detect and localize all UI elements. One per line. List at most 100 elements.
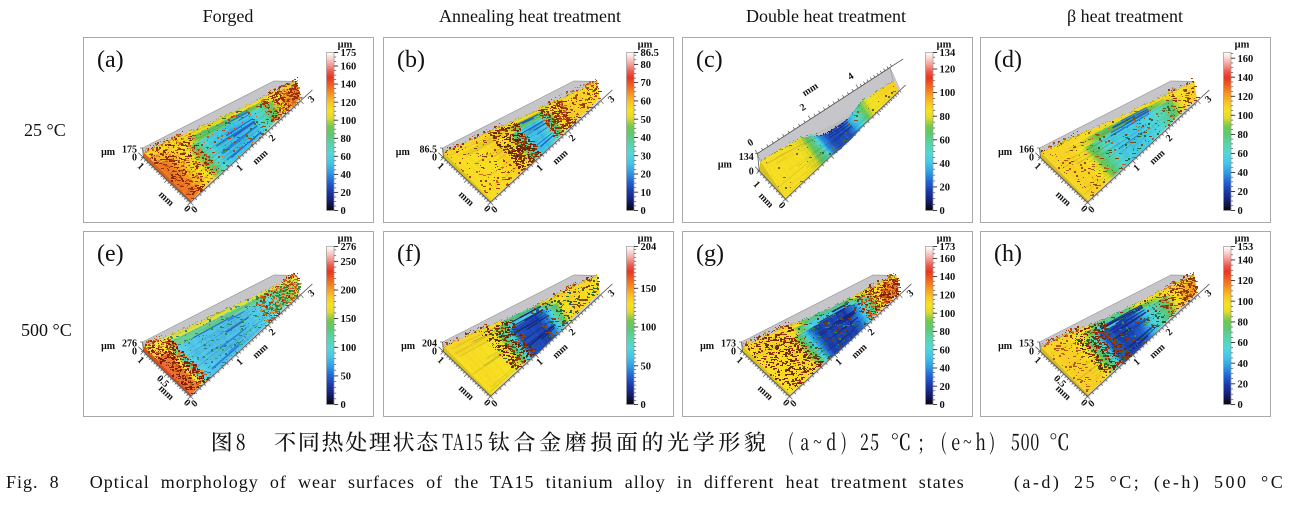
svg-text:166: 166	[1019, 145, 1034, 156]
svg-text:(b): (b)	[397, 47, 425, 73]
svg-text:120: 120	[1238, 92, 1254, 103]
svg-text:100: 100	[1238, 297, 1254, 308]
svg-text:3: 3	[306, 94, 317, 105]
svg-text:1: 1	[235, 163, 246, 174]
svg-text:20: 20	[1238, 380, 1249, 391]
svg-text:100: 100	[939, 88, 955, 99]
svg-text:1: 1	[435, 161, 446, 172]
svg-text:μm: μm	[395, 147, 410, 158]
svg-text:40: 40	[341, 170, 352, 181]
svg-text:140: 140	[939, 272, 955, 283]
svg-text:30: 30	[640, 151, 651, 162]
svg-text:(c): (c)	[696, 47, 723, 73]
svg-text:(a): (a)	[97, 47, 124, 73]
svg-text:140: 140	[1238, 73, 1254, 84]
svg-text:0: 0	[748, 167, 753, 178]
svg-text:60: 60	[1238, 149, 1249, 160]
svg-text:0: 0	[132, 153, 137, 164]
svg-text:1: 1	[750, 179, 761, 190]
svg-text:276: 276	[122, 339, 137, 350]
svg-text:0: 0	[1238, 400, 1243, 411]
svg-text:3: 3	[1203, 94, 1214, 105]
svg-text:0: 0	[181, 203, 192, 214]
svg-text:0: 0	[481, 398, 492, 409]
svg-text:40: 40	[1238, 168, 1249, 179]
svg-text:mm: mm	[550, 342, 570, 362]
svg-text:0: 0	[341, 400, 346, 411]
svg-text:mm: mm	[1053, 189, 1073, 209]
svg-text:3: 3	[306, 288, 317, 299]
svg-text:1: 1	[235, 357, 246, 368]
svg-text:1: 1	[534, 163, 545, 174]
svg-text:1: 1	[135, 161, 146, 172]
svg-text:204: 204	[422, 339, 437, 350]
svg-text:0: 0	[939, 206, 944, 217]
svg-text:250: 250	[341, 257, 357, 268]
svg-text:2: 2	[865, 327, 876, 338]
svg-text:mm: mm	[1148, 147, 1168, 167]
svg-text:μm: μm	[1235, 40, 1250, 51]
svg-text:20: 20	[939, 183, 950, 194]
svg-text:0: 0	[489, 204, 500, 215]
svg-text:80: 80	[939, 327, 950, 338]
svg-text:10: 10	[640, 188, 651, 199]
svg-text:μm: μm	[998, 341, 1013, 352]
svg-text:0: 0	[432, 347, 437, 358]
svg-text:120: 120	[341, 98, 357, 109]
svg-text:140: 140	[341, 80, 357, 91]
svg-text:μm: μm	[637, 234, 652, 245]
svg-text:μm: μm	[1235, 234, 1250, 245]
svg-text:50: 50	[640, 115, 651, 126]
svg-text:1: 1	[435, 355, 446, 366]
svg-text:20: 20	[939, 382, 950, 393]
svg-text:0: 0	[181, 398, 192, 409]
svg-text:μm: μm	[936, 234, 951, 245]
svg-text:80: 80	[341, 134, 352, 145]
svg-text:175: 175	[122, 145, 137, 156]
svg-text:40: 40	[1238, 359, 1249, 370]
svg-text:60: 60	[1238, 338, 1249, 349]
svg-text:0: 0	[788, 399, 799, 410]
svg-text:0: 0	[731, 347, 736, 358]
svg-text:(g): (g)	[696, 241, 724, 267]
svg-text:160: 160	[341, 62, 357, 73]
svg-text:204: 204	[640, 242, 657, 253]
svg-text:0: 0	[745, 137, 755, 149]
svg-text:150: 150	[341, 314, 357, 325]
svg-text:μm: μm	[700, 341, 715, 352]
svg-text:(f): (f)	[397, 241, 421, 267]
svg-text:0: 0	[939, 400, 944, 411]
svg-text:134: 134	[939, 48, 956, 59]
svg-text:20: 20	[341, 188, 352, 199]
svg-text:80: 80	[640, 60, 651, 71]
svg-text:150: 150	[640, 284, 656, 295]
svg-text:153: 153	[1019, 339, 1034, 350]
svg-text:0: 0	[341, 206, 346, 217]
svg-text:mm: mm	[550, 147, 570, 167]
svg-text:0: 0	[640, 400, 645, 411]
svg-text:0: 0	[1087, 399, 1098, 410]
svg-text:2: 2	[567, 133, 578, 144]
svg-text:80: 80	[939, 112, 950, 123]
svg-text:60: 60	[341, 152, 352, 163]
svg-text:1: 1	[534, 357, 545, 368]
svg-text:60: 60	[640, 97, 651, 108]
svg-text:50: 50	[341, 372, 352, 383]
svg-text:0: 0	[1029, 347, 1034, 358]
svg-text:μm: μm	[101, 147, 116, 158]
svg-text:mm: mm	[251, 147, 271, 167]
svg-text:2: 2	[567, 327, 578, 338]
svg-text:μm: μm	[998, 147, 1013, 158]
svg-text:86.5: 86.5	[419, 145, 437, 156]
svg-text:3: 3	[1203, 288, 1214, 299]
svg-text:0: 0	[780, 398, 791, 409]
svg-text:0: 0	[775, 200, 786, 211]
svg-text:mm: mm	[251, 342, 271, 362]
svg-text:0: 0	[432, 153, 437, 164]
svg-text:120: 120	[939, 65, 955, 76]
svg-text:100: 100	[640, 323, 656, 334]
svg-text:μm: μm	[338, 40, 353, 51]
svg-text:20: 20	[1238, 187, 1249, 198]
svg-text:0: 0	[132, 347, 137, 358]
svg-text:mm: mm	[849, 342, 869, 362]
